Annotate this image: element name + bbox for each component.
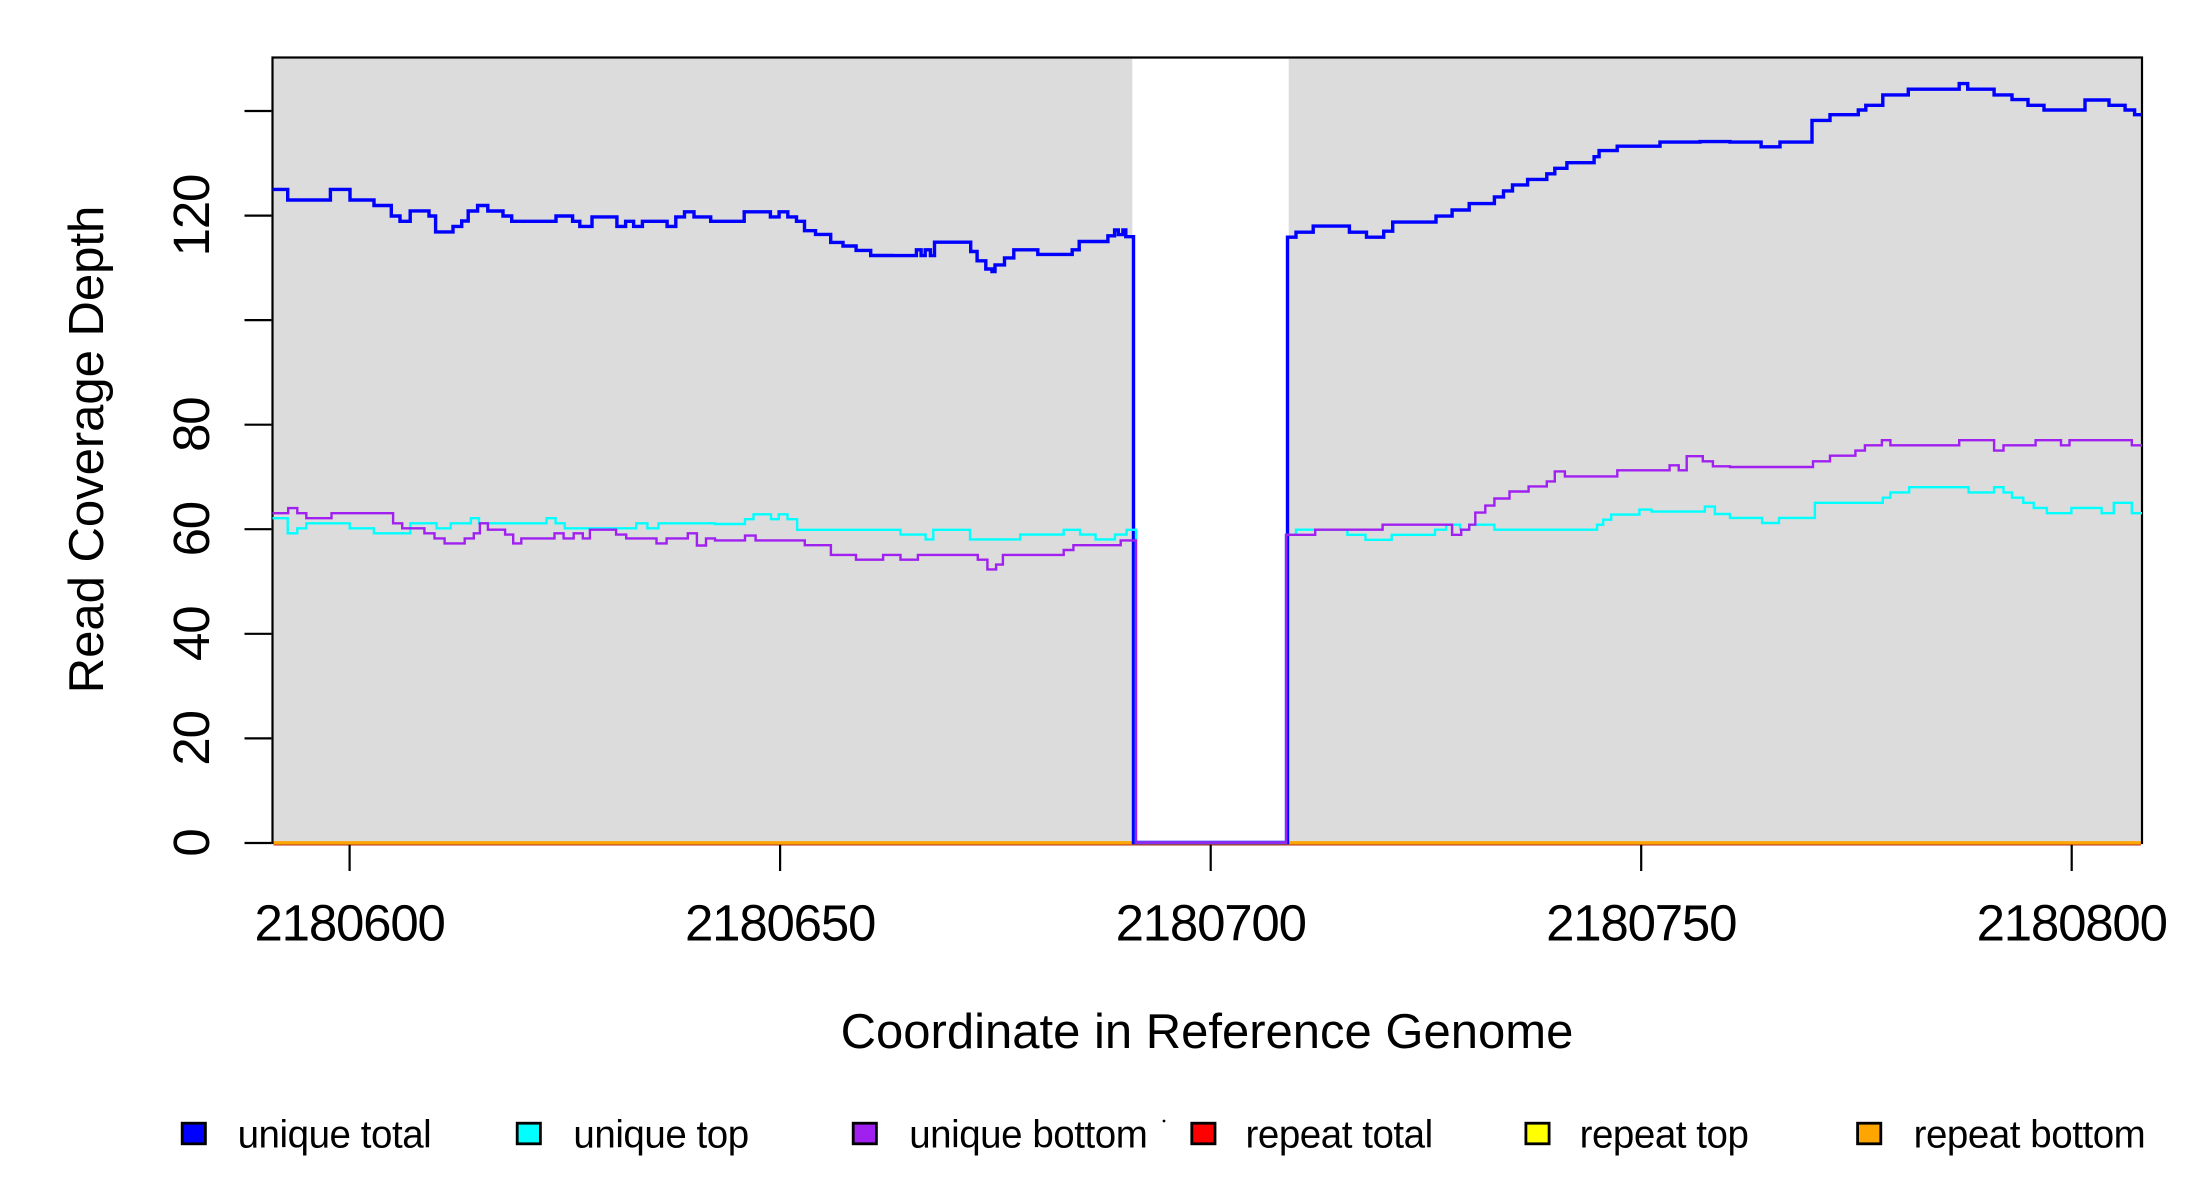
svg-text:unique top: unique top bbox=[573, 1114, 748, 1157]
svg-text:repeat top: repeat top bbox=[1580, 1114, 1749, 1157]
svg-text:unique total: unique total bbox=[238, 1114, 432, 1157]
svg-text:repeat bottom: repeat bottom bbox=[1914, 1114, 2146, 1157]
svg-text:Read Coverage Depth: Read Coverage Depth bbox=[60, 206, 114, 694]
svg-text:2180800: 2180800 bbox=[1977, 895, 2167, 952]
svg-text:unique bottom: unique bottom bbox=[909, 1114, 1147, 1157]
svg-text:2180700: 2180700 bbox=[1116, 895, 1306, 952]
svg-text:2180650: 2180650 bbox=[685, 895, 875, 952]
svg-text:repeat total: repeat total bbox=[1246, 1114, 1433, 1157]
svg-text:Coordinate in Reference Genome: Coordinate in Reference Genome bbox=[841, 1005, 1574, 1059]
svg-text:2180600: 2180600 bbox=[255, 895, 445, 952]
svg-text:2180750: 2180750 bbox=[1546, 895, 1736, 952]
svg-text:60: 60 bbox=[163, 502, 220, 556]
svg-text:40: 40 bbox=[163, 607, 220, 661]
svg-text:20: 20 bbox=[163, 711, 220, 765]
svg-text:120: 120 bbox=[163, 175, 220, 257]
svg-text:0: 0 bbox=[163, 829, 220, 856]
svg-text:80: 80 bbox=[163, 398, 220, 452]
